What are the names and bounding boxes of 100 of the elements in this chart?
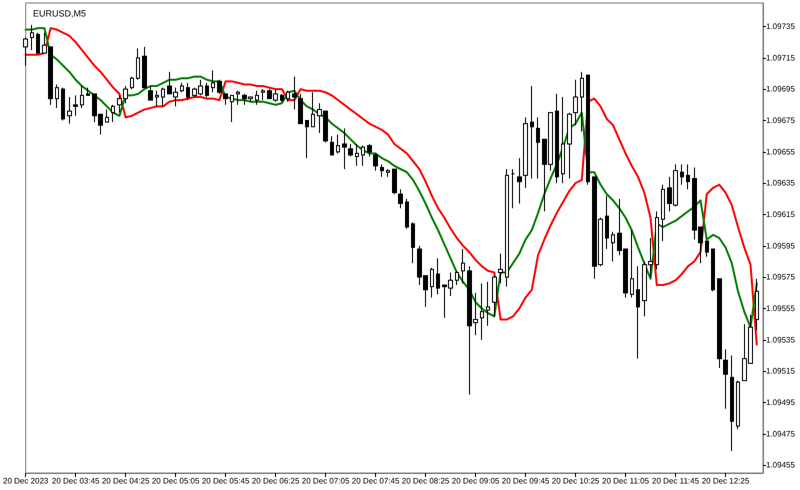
- candlestick: [111, 104, 115, 123]
- candlestick: [355, 144, 359, 166]
- candlestick: [530, 86, 534, 179]
- candlestick: [205, 82, 209, 98]
- candlestick: [461, 248, 465, 284]
- y-tick-label: 1.09455: [766, 460, 796, 470]
- candlestick: [161, 87, 165, 107]
- candlestick: [436, 258, 440, 295]
- candlestick: [605, 195, 609, 250]
- candlestick: [386, 168, 390, 178]
- candlestick: [705, 240, 709, 258]
- x-tick-label: 20 Dec 11:45: [652, 476, 700, 486]
- candlestick: [361, 145, 365, 166]
- candlestick: [405, 198, 409, 230]
- candlestick: [61, 87, 65, 121]
- candlestick: [86, 87, 90, 96]
- candlestick: [517, 158, 522, 204]
- y-tick-label: 1.09635: [766, 178, 796, 188]
- candlestick: [636, 266, 640, 360]
- x-tick-label: 20 Dec 2023: [2, 476, 49, 486]
- candlestick: [580, 71, 584, 132]
- x-tick-label: 20 Dec 07:45: [352, 476, 400, 486]
- candlestick: [730, 355, 734, 452]
- x-tick-label: 20 Dec 09:45: [502, 476, 550, 486]
- y-tick-label: 1.09535: [766, 335, 796, 344]
- candlestick: [711, 248, 715, 292]
- candlestick: [655, 210, 659, 270]
- candlestick: [142, 46, 147, 88]
- candlestick: [73, 94, 78, 116]
- candlestick: [105, 109, 109, 123]
- candlestick: [398, 188, 403, 209]
- candlestick: [80, 86, 84, 108]
- candlestick: [480, 282, 484, 340]
- candlestick: [311, 92, 315, 128]
- candlestick: [680, 164, 684, 186]
- x-tick-label: 20 Dec 08:25: [402, 476, 450, 486]
- candlestick: [536, 116, 540, 179]
- candlestick: [280, 93, 284, 102]
- candlestick: [755, 278, 759, 331]
- candlestick: [342, 128, 347, 170]
- x-tick-label: 20 Dec 09:05: [452, 476, 500, 486]
- candlestick: [573, 79, 578, 126]
- candlestick: [180, 82, 184, 93]
- candlestick: [567, 112, 572, 179]
- candlestick: [36, 32, 40, 54]
- text: EURUSD,M5: [33, 8, 86, 18]
- candlestick: [586, 74, 590, 186]
- candlestick: [211, 70, 215, 93]
- candlestick: [523, 116, 528, 188]
- candlestick: [486, 281, 490, 326]
- candlestick: [511, 168, 515, 209]
- y-tick-label: 1.09675: [766, 116, 796, 125]
- candlestick: [686, 164, 690, 190]
- y-tick-label: 1.09655: [766, 147, 796, 156]
- candlestick: [367, 144, 372, 158]
- candlestick: [455, 270, 459, 286]
- candlestick: [561, 96, 565, 184]
- candlestick: [717, 278, 722, 369]
- candlestick: [155, 90, 159, 107]
- x-tick-label: 20 Dec 05:05: [152, 476, 200, 486]
- x-tick-label: 20 Dec 03:45: [52, 476, 100, 486]
- candlestick: [236, 90, 240, 106]
- y-tick-label: 1.09715: [766, 53, 796, 62]
- x-tick-label: 20 Dec 05:45: [202, 476, 250, 486]
- candlestick: [217, 79, 222, 94]
- candlestick: [392, 168, 397, 195]
- x-tick-label: 20 Dec 10:25: [552, 476, 600, 486]
- candlestick: [30, 24, 34, 50]
- y-tick-label: 1.09555: [766, 304, 796, 313]
- y-tick-label: 1.09475: [766, 429, 796, 438]
- candlestick: [723, 348, 728, 410]
- x-tick-label: 20 Dec 12:25: [702, 476, 750, 486]
- candlestick: [230, 94, 234, 123]
- candlestick: [380, 164, 384, 178]
- x-tick-label: 20 Dec 04:25: [102, 476, 150, 486]
- x-tick-label: 20 Dec 11:05: [602, 476, 650, 486]
- candlestick: [736, 380, 740, 430]
- candlestick: [330, 136, 334, 156]
- candlestick: [55, 84, 59, 108]
- candlestick: [286, 90, 290, 102]
- candlestick: [555, 93, 559, 184]
- candlestick: [298, 93, 303, 124]
- candlestick: [630, 230, 634, 298]
- candlestick: [292, 76, 297, 110]
- candlestick: [223, 93, 228, 106]
- x-tick-label: 20 Dec 07:05: [302, 476, 350, 486]
- y-tick-label: 1.09695: [766, 84, 796, 94]
- y-tick-label: 1.09575: [766, 272, 796, 282]
- candlestick: [498, 253, 503, 284]
- candlestick: [373, 152, 378, 172]
- candlestick: [255, 90, 259, 106]
- candlestick: [661, 184, 665, 242]
- candlestick: [305, 120, 309, 159]
- candlestick: [186, 82, 190, 101]
- candlestick: [261, 88, 265, 101]
- y-tick-label: 1.09615: [766, 210, 796, 219]
- candlestick: [430, 267, 434, 298]
- y-tick-label: 1.09595: [766, 241, 796, 250]
- candlestick: [505, 168, 509, 288]
- candlestick: [136, 48, 140, 80]
